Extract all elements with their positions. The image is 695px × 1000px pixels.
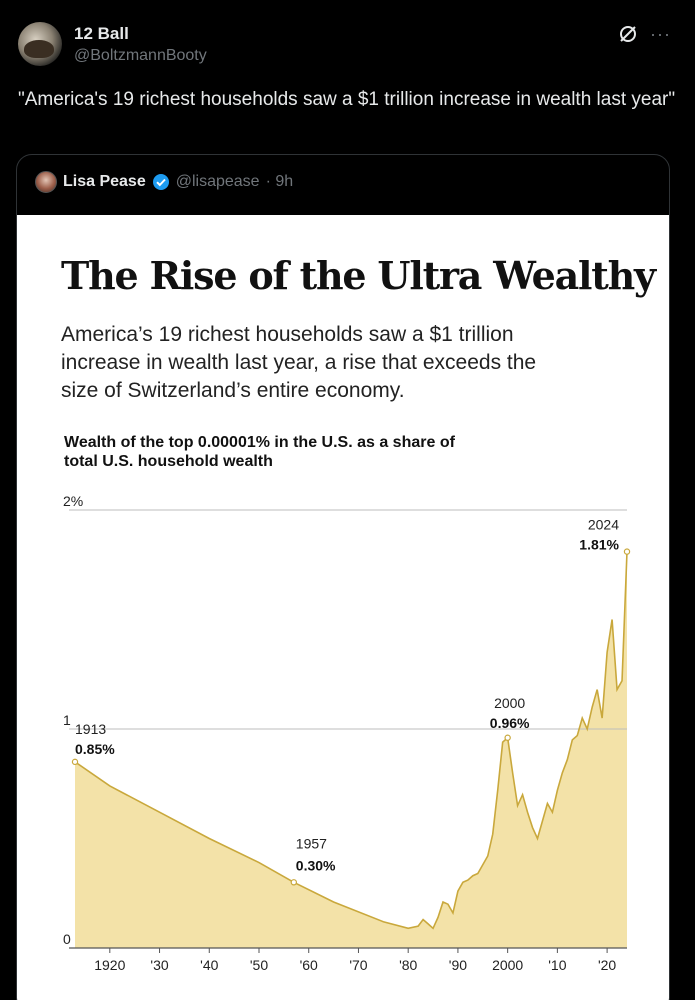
x-tick-label: '60 <box>300 957 318 973</box>
annotation-year: 1913 <box>75 721 106 737</box>
chart-image[interactable]: The Rise of the Ultra Wealthy America’s … <box>17 215 669 1000</box>
annotation-point <box>290 879 298 886</box>
annotation-year: 2000 <box>494 695 525 711</box>
x-tick-label: '70 <box>349 957 367 973</box>
author-name[interactable]: 12 Ball <box>74 24 129 43</box>
tweet-actions: ··· <box>618 24 671 44</box>
area-chart: 2% 1 0 1920 '30 '40 '50 '60 '70 '80 '90 2000 '10 '20 1… <box>63 493 631 973</box>
quote-author-handle[interactable]: @lisapease <box>175 173 260 190</box>
y-tick-label: 0 <box>63 931 71 947</box>
annotation-point <box>623 548 631 555</box>
quote-header: Lisa Pease @lisapease · 9h <box>35 171 293 193</box>
x-tick-label: '90 <box>449 957 467 973</box>
chart-subtitle: America’s 19 richest households saw a $1… <box>61 323 537 402</box>
annotation-year: 1957 <box>296 835 327 851</box>
tweet-text: "America's 19 richest households saw a $… <box>18 89 676 110</box>
annotation-value: 0.85% <box>75 741 115 757</box>
y-tick-label: 2% <box>63 493 83 509</box>
y-tick-label: 1 <box>63 712 71 728</box>
series-line <box>74 551 628 930</box>
more-icon[interactable]: ··· <box>650 24 671 44</box>
x-tick-label: 1920 <box>94 957 125 973</box>
chart-y-axis-label: Wealth of the top 0.00001% in the U.S. a… <box>64 434 455 470</box>
quote-author-name[interactable]: Lisa Pease <box>63 173 146 190</box>
x-tick-label: 2000 <box>492 957 523 973</box>
quote-timestamp[interactable]: · 9h <box>265 173 294 190</box>
x-tick-label: '20 <box>598 957 616 973</box>
grok-icon[interactable] <box>618 24 638 44</box>
quoted-tweet[interactable]: Lisa Pease @lisapease · 9h The Rise of t… <box>16 154 670 1000</box>
x-tick-label: '30 <box>150 957 168 973</box>
x-tick-label: '40 <box>200 957 218 973</box>
annotation-year: 2024 <box>588 517 619 533</box>
verified-badge-icon <box>152 173 170 191</box>
annotation-value: 0.96% <box>490 715 530 731</box>
x-tick-label: '50 <box>250 957 268 973</box>
annotation-value: 1.81% <box>579 537 619 553</box>
annotation-point <box>71 758 79 766</box>
area-fill <box>75 551 627 948</box>
x-tick-label: '80 <box>399 957 417 973</box>
author-handle[interactable]: @BoltzmannBooty <box>74 47 207 64</box>
x-tick-label: '10 <box>548 957 566 973</box>
quote-avatar[interactable] <box>35 171 57 193</box>
annotation-value: 0.30% <box>296 857 336 873</box>
annotation-point <box>504 734 511 741</box>
chart-title: The Rise of the Ultra Wealthy <box>61 253 656 298</box>
avatar[interactable] <box>18 22 62 66</box>
